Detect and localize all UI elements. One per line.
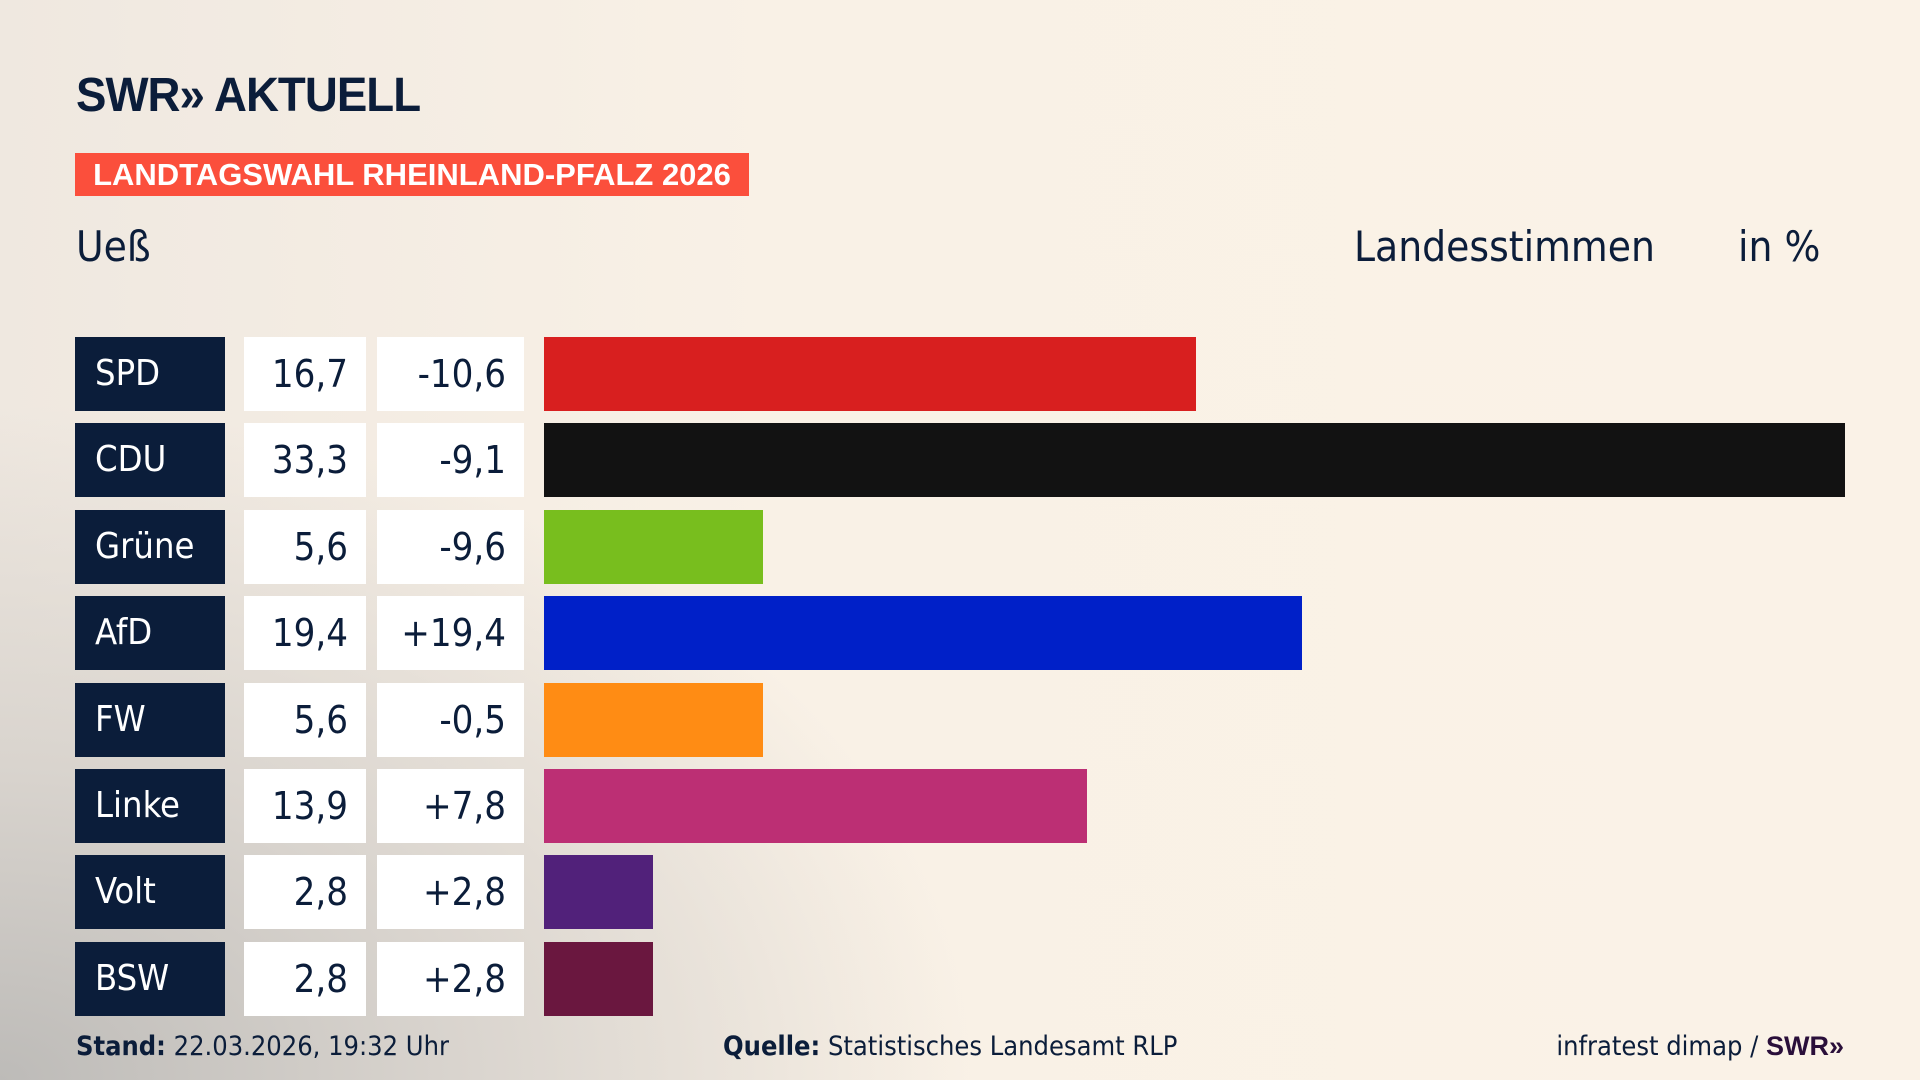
value-label: 5,6 xyxy=(244,509,366,584)
diff-label: -9,1 xyxy=(377,423,524,498)
swr-aktuell-logo: SWR» AKTUELL xyxy=(76,69,421,122)
value-label: 19,4 xyxy=(244,596,366,671)
bar-linke xyxy=(544,769,1088,843)
bar-fw xyxy=(544,682,763,757)
unit-label: in % xyxy=(1738,222,1821,271)
value-label: 2,8 xyxy=(244,855,366,930)
credit: infratest dimap / SWR» xyxy=(1556,1031,1844,1062)
bar-row: SPD 16,7 -10,6 xyxy=(0,337,1920,411)
bar-row: Linke 13,9 +7,8 xyxy=(0,769,1920,843)
party-label: FW xyxy=(75,682,225,757)
bar-row: Grüne 5,6 -9,6 xyxy=(0,509,1920,584)
bar-row: AfD 19,4 +19,4 xyxy=(0,596,1920,671)
party-label: BSW xyxy=(75,941,225,1016)
diff-label: -0,5 xyxy=(377,682,524,757)
bar-spd xyxy=(544,337,1197,411)
timestamp: Stand: 22.03.2026, 19:32 Uhr xyxy=(76,1031,449,1062)
diff-label: +7,8 xyxy=(377,769,524,843)
source-label: Quelle: xyxy=(723,1031,821,1062)
value-label: 2,8 xyxy=(244,941,366,1016)
bar-row: BSW 2,8 +2,8 xyxy=(0,941,1920,1016)
source-value: Statistisches Landesamt RLP xyxy=(827,1031,1178,1062)
bar-cdu xyxy=(544,423,1845,498)
bar-volt xyxy=(544,855,654,930)
value-label: 13,9 xyxy=(244,769,366,843)
diff-label: -10,6 xyxy=(377,337,524,411)
stand-value: 22.03.2026, 19:32 Uhr xyxy=(173,1031,449,1062)
credit-text: infratest dimap / xyxy=(1556,1031,1766,1062)
stand-label: Stand: xyxy=(76,1031,166,1062)
bar-afd xyxy=(544,596,1302,671)
measure-label: Landesstimmen xyxy=(1354,222,1655,271)
value-label: 5,6 xyxy=(244,682,366,757)
diff-label: +2,8 xyxy=(377,941,524,1016)
bar-row: Volt 2,8 +2,8 xyxy=(0,855,1920,930)
bar-row: FW 5,6 -0,5 xyxy=(0,682,1920,757)
source: Quelle: Statistisches Landesamt RLP xyxy=(723,1031,1177,1062)
diff-label: +2,8 xyxy=(377,855,524,930)
party-label: AfD xyxy=(75,596,225,671)
bar-bsw xyxy=(544,941,654,1016)
value-label: 16,7 xyxy=(244,337,366,411)
party-label: SPD xyxy=(75,337,225,411)
election-banner: LANDTAGSWAHL RHEINLAND-PFALZ 2026 xyxy=(75,153,749,196)
diff-label: +19,4 xyxy=(377,596,524,671)
party-label: Linke xyxy=(75,769,225,843)
bar-grüne xyxy=(544,509,763,584)
swr-logo: SWR» xyxy=(1765,1031,1844,1061)
location-title: Ueß xyxy=(76,222,151,271)
party-label: Volt xyxy=(75,855,225,930)
diff-label: -9,6 xyxy=(377,509,524,584)
value-label: 33,3 xyxy=(244,423,366,498)
party-label: Grüne xyxy=(75,509,225,584)
bar-row: CDU 33,3 -9,1 xyxy=(0,423,1920,498)
party-label: CDU xyxy=(75,423,225,498)
